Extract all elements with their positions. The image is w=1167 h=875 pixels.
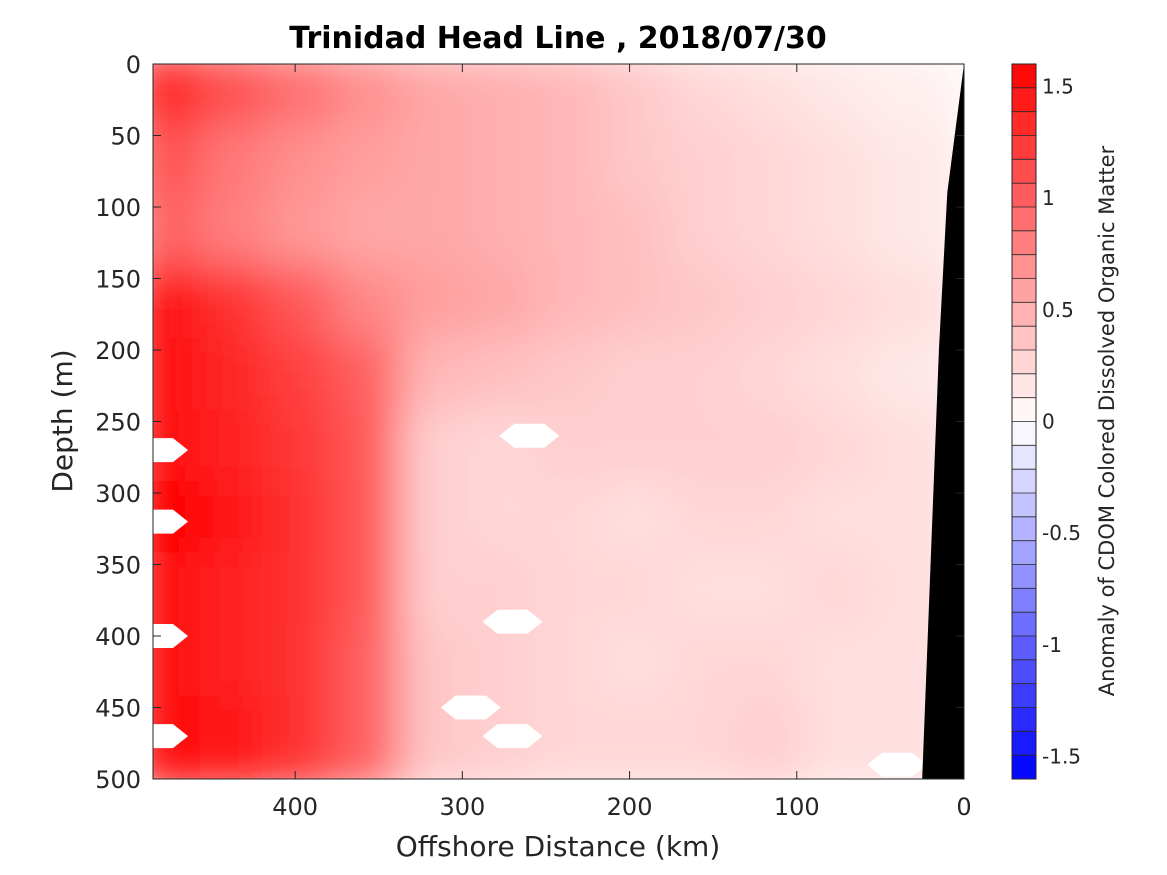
- colorbar-level: [1012, 230, 1036, 256]
- missing-data-patch: [499, 423, 560, 448]
- colorbar-level: [1012, 636, 1036, 661]
- colorbar-level: [1012, 588, 1036, 613]
- colorbar-tick-label: 1.5: [1042, 74, 1074, 98]
- colorbar-label: Anomaly of CDOM Colored Dissolved Organi…: [1095, 145, 1119, 696]
- colorbar-level: [1012, 755, 1036, 780]
- colorbar-level: [1012, 493, 1036, 518]
- colorbar-level: [1012, 516, 1036, 542]
- x-tick-label: 0: [956, 793, 971, 821]
- y-axis-label: Depth (m): [46, 349, 79, 492]
- colorbar-tick-label: 0.5: [1042, 298, 1074, 322]
- colorbar: 1.5 1 0.5 0 -0.5 -1 -1.5: [1011, 63, 1081, 780]
- y-axis-ticks: 0 50 100 150 200 250 300 350 400 450 500: [95, 51, 964, 794]
- colorbar-level: [1012, 278, 1036, 303]
- y-tick-label: 400: [95, 623, 141, 651]
- x-axis-label: Offshore Distance (km): [396, 830, 721, 863]
- x-tick-label: 100: [774, 793, 820, 821]
- colorbar-level: [1012, 397, 1036, 422]
- x-tick-label: 400: [272, 793, 318, 821]
- colorbar-level: [1012, 111, 1036, 136]
- missing-data-patches: [153, 423, 928, 777]
- colorbar-ticks: 1.5 1 0.5 0 -0.5 -1 -1.5: [1042, 74, 1081, 768]
- y-tick-label: 300: [95, 480, 141, 508]
- colorbar-level: [1012, 159, 1036, 184]
- colorbar-level: [1012, 302, 1036, 327]
- colorbar-level: [1012, 183, 1036, 208]
- y-tick-label: 100: [95, 194, 141, 222]
- colorbar-level: [1012, 659, 1036, 685]
- colorbar-tick-label: -0.5: [1042, 521, 1081, 545]
- y-tick-label: 0: [126, 51, 141, 79]
- colorbar-level: [1012, 540, 1036, 565]
- colorbar-levels: [1012, 64, 1036, 780]
- y-tick-label: 200: [95, 337, 141, 365]
- missing-data-patch: [482, 609, 543, 634]
- colorbar-level: [1012, 612, 1036, 637]
- missing-data-patch: [153, 509, 189, 534]
- missing-data-patch: [482, 724, 543, 749]
- x-tick-label: 200: [607, 793, 653, 821]
- y-tick-label: 250: [95, 409, 141, 437]
- missing-data-patch: [867, 752, 928, 777]
- y-tick-label: 450: [95, 695, 141, 723]
- y-tick-label: 150: [95, 266, 141, 294]
- bathymetry-fill: [922, 64, 964, 779]
- colorbar-level: [1012, 731, 1036, 756]
- colorbar-level: [1012, 254, 1036, 279]
- missing-data-patch: [153, 438, 189, 463]
- colorbar-level: [1012, 469, 1036, 494]
- colorbar-level: [1012, 207, 1036, 232]
- colorbar-level: [1012, 564, 1036, 589]
- plot-area: 400 300 200 100 0 0 50 100 150 200 250 300 350 400 45…: [95, 51, 971, 821]
- colorbar-level: [1012, 64, 1036, 89]
- missing-data-patch: [153, 624, 189, 648]
- colorbar-tick-label: 1: [1042, 186, 1055, 210]
- colorbar-tick-label: -1: [1042, 633, 1062, 657]
- colorbar-level: [1012, 350, 1036, 375]
- colorbar-level: [1012, 421, 1036, 446]
- colorbar-level: [1012, 87, 1036, 113]
- missing-data-patch: [440, 695, 501, 720]
- cdom-anomaly-field: [153, 64, 960, 779]
- missing-data-patch: [153, 724, 189, 749]
- colorbar-level: [1012, 445, 1036, 470]
- y-tick-label: 500: [95, 766, 141, 794]
- x-tick-label: 300: [439, 793, 485, 821]
- colorbar-frame: [1011, 63, 1037, 780]
- x-axis-ticks: 400 300 200 100 0: [272, 64, 972, 821]
- colorbar-level: [1012, 326, 1036, 351]
- chart-title: Trinidad Head Line , 2018/07/30: [289, 21, 826, 56]
- colorbar-level: [1012, 135, 1036, 160]
- y-tick-label: 350: [95, 552, 141, 580]
- y-tick-label: 50: [110, 123, 141, 151]
- colorbar-level: [1012, 707, 1036, 732]
- colorbar-tick-label: -1.5: [1042, 745, 1081, 769]
- colorbar-tick-label: 0: [1042, 410, 1055, 434]
- colorbar-level: [1012, 373, 1036, 399]
- colorbar-level: [1012, 683, 1036, 708]
